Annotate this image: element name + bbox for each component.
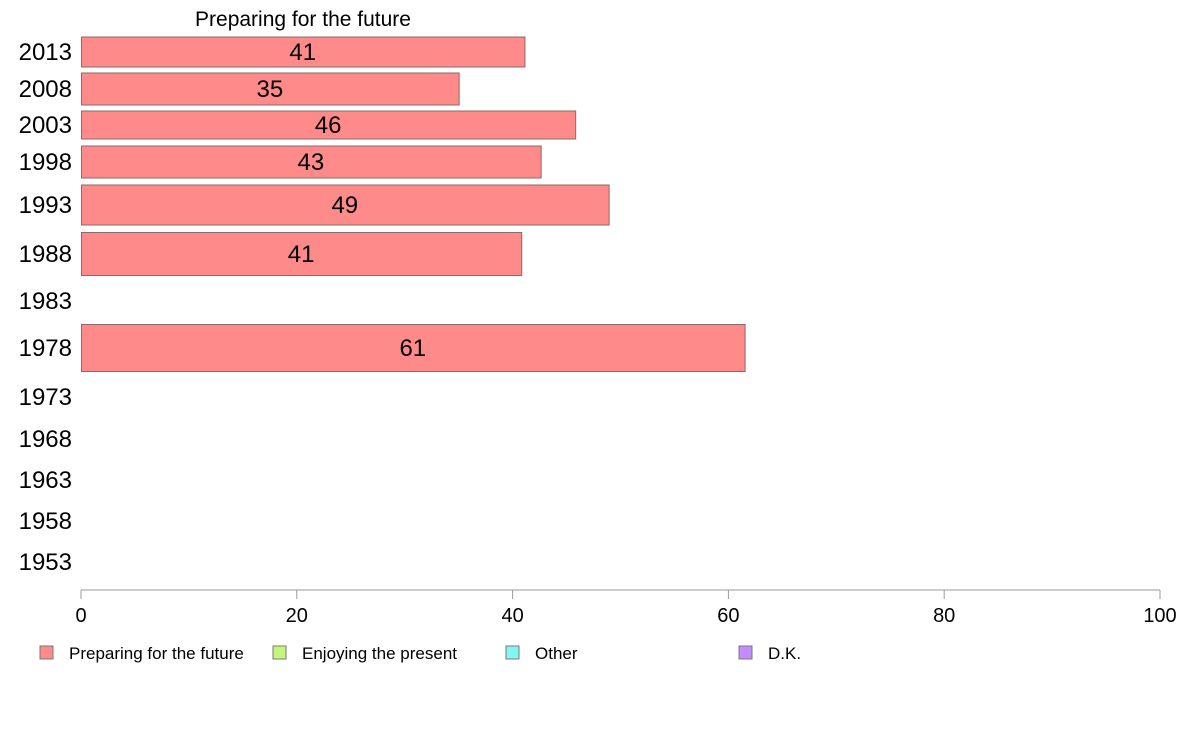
chart-title: Preparing for the future bbox=[195, 8, 411, 31]
data-label: 61 bbox=[399, 335, 426, 362]
x-tick-label: 40 bbox=[501, 605, 523, 627]
y-tick-label: 1958 bbox=[19, 508, 72, 535]
bar bbox=[81, 184, 610, 226]
bar bbox=[81, 72, 460, 106]
legend-swatch bbox=[272, 645, 287, 660]
x-tick-label: 20 bbox=[286, 605, 308, 627]
y-tick-label: 1998 bbox=[19, 149, 72, 176]
data-label: 43 bbox=[297, 149, 324, 176]
x-tick-label: 60 bbox=[717, 605, 739, 627]
y-tick-label: 1993 bbox=[19, 192, 72, 219]
bar bbox=[81, 36, 526, 68]
y-tick-label: 2003 bbox=[19, 112, 72, 139]
legend-label: Other bbox=[535, 644, 578, 663]
legend-label: Preparing for the future bbox=[69, 644, 244, 663]
legend-swatch bbox=[505, 645, 520, 660]
data-label: 41 bbox=[289, 39, 316, 66]
y-tick-label: 1988 bbox=[19, 241, 72, 268]
bar bbox=[81, 232, 523, 276]
y-tick-label: 1968 bbox=[19, 426, 72, 453]
legend: Preparing for the future Enjoying the pre… bbox=[39, 644, 801, 663]
y-tick-label: 1953 bbox=[19, 549, 72, 576]
data-label: 49 bbox=[331, 192, 358, 219]
data-label: 41 bbox=[288, 241, 315, 268]
bar bbox=[81, 324, 746, 372]
y-tick-label: 2008 bbox=[19, 76, 72, 103]
y-tick-label: 1963 bbox=[19, 467, 72, 494]
bar bbox=[81, 145, 542, 179]
legend-swatch bbox=[738, 645, 753, 660]
y-axis-labels: 2013 2008 2003 1998 1993 1988 1983 1978 1973 1968… bbox=[19, 39, 72, 576]
y-tick-label: 1973 bbox=[19, 384, 72, 411]
x-tick-label: 0 bbox=[75, 605, 86, 627]
data-label: 46 bbox=[315, 112, 342, 139]
y-tick-label: 1978 bbox=[19, 335, 72, 362]
x-axis: 0 20 40 60 80 100 bbox=[75, 589, 1177, 627]
y-tick-label: 1983 bbox=[19, 288, 72, 315]
bar bbox=[81, 110, 577, 140]
y-tick-label: 2013 bbox=[19, 39, 72, 66]
legend-label: Enjoying the present bbox=[302, 644, 457, 663]
x-tick-label: 100 bbox=[1143, 605, 1176, 627]
legend-label: D.K. bbox=[768, 644, 801, 663]
x-tick-label: 80 bbox=[933, 605, 955, 627]
data-label: 35 bbox=[256, 76, 283, 103]
legend-swatch bbox=[39, 645, 54, 660]
